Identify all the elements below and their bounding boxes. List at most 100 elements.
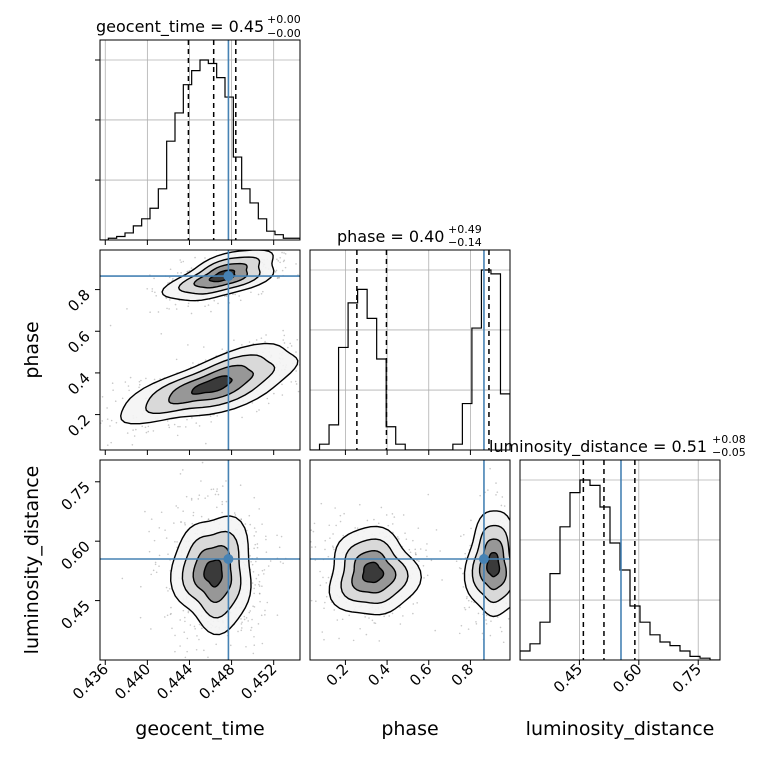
sample-point	[391, 513, 394, 515]
sample-point	[500, 504, 503, 507]
title-luminosity-distance: luminosity_distance = 0.51	[489, 437, 707, 457]
sample-point	[184, 522, 186, 524]
sample-point	[371, 619, 374, 622]
sample-point	[470, 519, 472, 522]
sample-point	[186, 650, 188, 653]
sample-point	[336, 619, 339, 621]
sample-point	[253, 547, 255, 550]
sample-point	[209, 415, 212, 418]
ytick-label-phase: 0.8	[64, 286, 94, 316]
sample-point	[250, 560, 252, 563]
sample-point	[305, 354, 307, 356]
sample-point	[256, 543, 259, 545]
density-geocent_time-vs-luminosity_distance	[121, 461, 287, 665]
sample-point	[150, 573, 152, 576]
sample-point	[252, 605, 254, 607]
sample-point	[167, 590, 169, 592]
sample-point	[169, 613, 172, 616]
sample-point	[251, 618, 253, 621]
sample-point	[334, 507, 336, 509]
sample-point	[179, 473, 182, 475]
sample-point	[174, 303, 177, 306]
sample-point	[352, 639, 355, 642]
sample-point	[201, 627, 203, 630]
sample-point	[383, 615, 385, 618]
sample-point	[290, 381, 293, 383]
sample-point	[264, 609, 266, 612]
sample-point	[304, 354, 306, 356]
sample-point	[331, 380, 333, 382]
sample-point	[154, 563, 157, 566]
sample-point	[239, 299, 242, 302]
sample-point	[140, 379, 142, 382]
sample-point	[523, 551, 525, 553]
sample-point	[232, 293, 234, 295]
sample-point	[64, 451, 66, 453]
sample-point	[354, 527, 356, 529]
sample-point	[501, 496, 504, 498]
sample-point	[462, 586, 465, 588]
density-geocent_time-vs-phase	[64, 224, 333, 453]
sample-point	[306, 380, 308, 382]
sample-point	[307, 384, 309, 386]
sample-point	[198, 425, 201, 427]
sample-point	[315, 600, 317, 603]
sample-point	[304, 347, 306, 349]
sample-point	[106, 407, 108, 409]
title-phase: phase = 0.40	[337, 227, 444, 246]
sample-point	[148, 530, 150, 533]
sample-point	[399, 606, 401, 609]
sample-point	[225, 295, 228, 298]
sample-point	[267, 565, 270, 567]
sample-point	[307, 224, 309, 226]
sample-point	[523, 548, 525, 550]
sample-point	[297, 390, 300, 393]
sample-point	[373, 518, 375, 521]
sample-point	[475, 621, 477, 623]
sample-point	[463, 606, 466, 609]
sample-point	[179, 645, 181, 647]
sample-point	[239, 247, 241, 249]
sample-point	[489, 467, 491, 470]
sample-point	[283, 342, 286, 344]
sample-point	[241, 663, 243, 665]
sample-point	[517, 555, 519, 557]
sample-point	[176, 541, 178, 543]
sample-point	[167, 553, 169, 556]
sample-point	[364, 616, 366, 618]
sample-point	[126, 432, 129, 434]
sample-point	[93, 414, 95, 416]
sample-point	[192, 511, 195, 514]
ytick-label-phase: 0.4	[64, 369, 94, 399]
sample-point	[324, 539, 327, 542]
ylabel-phase: phase	[21, 321, 43, 378]
sample-point	[513, 556, 515, 558]
sample-point	[274, 560, 276, 562]
sample-point	[465, 597, 468, 600]
sample-point	[279, 561, 282, 563]
sample-point	[252, 342, 255, 345]
sample-point	[329, 537, 331, 539]
sample-point	[239, 484, 242, 486]
sample-point	[165, 297, 168, 300]
xtick-label-luminosity_distance: 0.60	[609, 660, 645, 696]
sample-point	[247, 620, 249, 622]
sample-point	[255, 560, 257, 563]
sample-point	[167, 282, 169, 284]
sample-point	[214, 493, 217, 496]
sample-point	[225, 480, 227, 482]
sample-point	[516, 539, 518, 541]
sample-point	[308, 587, 310, 589]
sample-point	[327, 555, 330, 558]
sample-point	[304, 372, 306, 374]
sample-point	[185, 495, 188, 498]
sample-point	[195, 422, 198, 424]
sample-point	[458, 632, 461, 635]
sample-point	[249, 610, 252, 612]
sample-point	[106, 418, 109, 420]
ytick-label-luminosity_distance: 0.45	[57, 597, 93, 633]
sample-point	[319, 584, 322, 587]
sample-point	[279, 261, 281, 264]
sample-point	[468, 606, 471, 609]
sample-point	[333, 548, 335, 551]
